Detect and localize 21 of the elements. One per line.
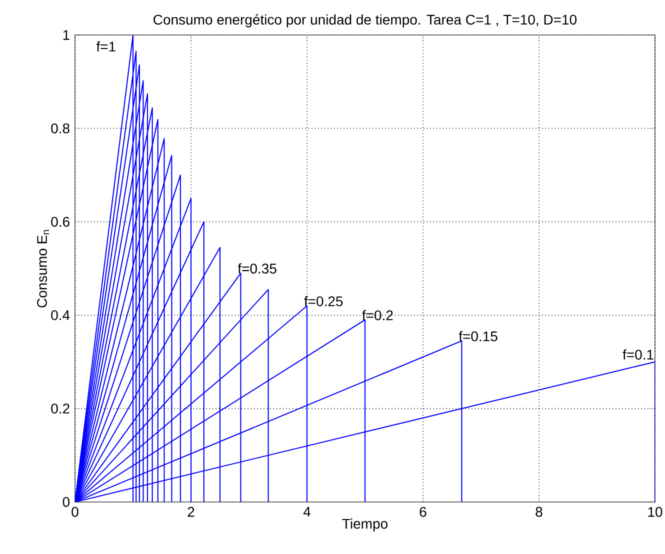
y-tick-label: 0.4 bbox=[51, 310, 70, 320]
y-tick-label: 0 bbox=[62, 497, 70, 507]
annotation: f=0.15 bbox=[458, 331, 498, 342]
x-tick-label: 10 bbox=[648, 506, 662, 517]
annotation: f=0.25 bbox=[304, 296, 343, 306]
chart-title: Consumo energético por unidad de tiempo. Tarea C=1 , T=10, D=10 bbox=[154, 14, 577, 28]
x-tick-label: 0 bbox=[72, 506, 78, 517]
annotation: f=0.35 bbox=[238, 263, 276, 274]
x-tick-label: 6 bbox=[420, 506, 426, 517]
annotation: f=0.1 bbox=[622, 349, 654, 360]
y-tick-label: 1 bbox=[63, 30, 70, 40]
annotation: f=0.2 bbox=[362, 310, 393, 320]
y-tick-label: 0.2 bbox=[51, 404, 70, 414]
x-axis-title: Tiempo bbox=[342, 518, 388, 532]
y-tick-label: 0.8 bbox=[51, 123, 70, 134]
annotation: f=1 bbox=[96, 41, 116, 52]
x-tick-label: 2 bbox=[188, 506, 194, 517]
y-axis-title: Consumo E$_{n}$ bbox=[37, 230, 50, 308]
x-tick-label: 4 bbox=[303, 506, 310, 517]
x-tick-label: 8 bbox=[536, 506, 542, 517]
y-tick-label: 0.6 bbox=[51, 216, 70, 227]
